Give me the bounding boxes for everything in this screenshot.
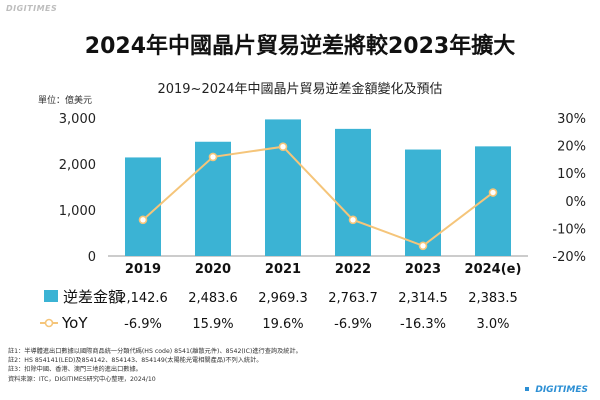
digitimes-logo-top: DIGITIMES xyxy=(6,4,58,13)
bar-value-label: 2,969.3 xyxy=(258,291,308,306)
chart-title: 2019~2024年中國晶片貿易逆差金額變化及預估 xyxy=(157,82,443,97)
y-tick-label: 1,000 xyxy=(59,204,96,219)
y2-tick-label: 30% xyxy=(557,112,586,127)
legend-line-marker xyxy=(44,318,54,328)
bar xyxy=(335,128,371,256)
yoy-line xyxy=(142,145,494,247)
x-tick-label: 2022 xyxy=(335,262,371,277)
bar-value-label: 2,383.5 xyxy=(468,291,518,306)
data-source: 資料來源：ITC，DIGITIMES研究中心整理，2024/10 xyxy=(8,375,156,383)
yoy-point xyxy=(208,152,218,162)
bar-value-label: 2,314.5 xyxy=(398,291,448,306)
x-tick-label: 2019 xyxy=(125,262,161,277)
yoy-point xyxy=(418,241,428,251)
yoy-value-label: 15.9% xyxy=(192,317,233,332)
legend-bar-swatch xyxy=(44,290,58,302)
y2-tick-label: 10% xyxy=(557,167,586,182)
yoy-point xyxy=(488,188,498,197)
footnote-1: 註1：半導體進出口數據以國際商品統一分類代碼(HS code) 8541(離散元… xyxy=(8,348,302,355)
bar xyxy=(125,157,161,256)
yoy-value-label: -6.9% xyxy=(124,317,162,332)
footnotes: 註1：半導體進出口數據以國際商品統一分類代碼(HS code) 8541(離散元… xyxy=(8,347,302,384)
main-title: 2024年中國晶片貿易逆差將較2023年擴大 xyxy=(84,34,516,59)
y2-tick-label: -20% xyxy=(552,250,586,265)
bar-value-label: 2,483.6 xyxy=(188,291,238,306)
bar-value-label: 2,763.7 xyxy=(328,291,378,306)
footnote-3: 註3：扣除中國、香港、澳門三地的進出口數據。 xyxy=(8,366,142,374)
bar xyxy=(265,119,301,256)
yoy-value-label: -16.3% xyxy=(400,317,446,332)
y-tick-label: 0 xyxy=(88,250,96,265)
footnote-2: 註2：HS 854141(LED)及854142、854143、854149(太… xyxy=(8,357,263,365)
y2-tick-label: 20% xyxy=(557,140,586,155)
x-tick-label: 2023 xyxy=(405,262,441,277)
x-tick-label: 2021 xyxy=(265,262,301,277)
y2-tick-label: 0% xyxy=(565,195,586,210)
y-axis-unit-label: 單位：億美元 xyxy=(38,96,93,106)
legend-bar-label: 逆差金額 xyxy=(63,288,123,306)
y-tick-label: 2,000 xyxy=(59,158,96,173)
bar-value-label: 2,142.6 xyxy=(118,291,168,306)
yoy-value-label: 19.6% xyxy=(262,317,303,332)
yoy-value-label: 3.0% xyxy=(476,317,509,332)
bar xyxy=(405,149,441,256)
y-tick-label: 3,000 xyxy=(59,112,96,127)
y2-tick-label: -10% xyxy=(552,222,586,237)
legend-line-label: YoY xyxy=(61,314,88,332)
yoy-value-label: -6.9% xyxy=(334,317,372,332)
digitimes-logo-bottom: DIGITIMES xyxy=(525,384,592,396)
yoy-point xyxy=(138,215,148,225)
yoy-point xyxy=(278,142,288,152)
x-tick-label: 2020 xyxy=(195,262,231,277)
x-tick-label: 2024(e) xyxy=(465,262,522,277)
yoy-point xyxy=(348,215,358,225)
